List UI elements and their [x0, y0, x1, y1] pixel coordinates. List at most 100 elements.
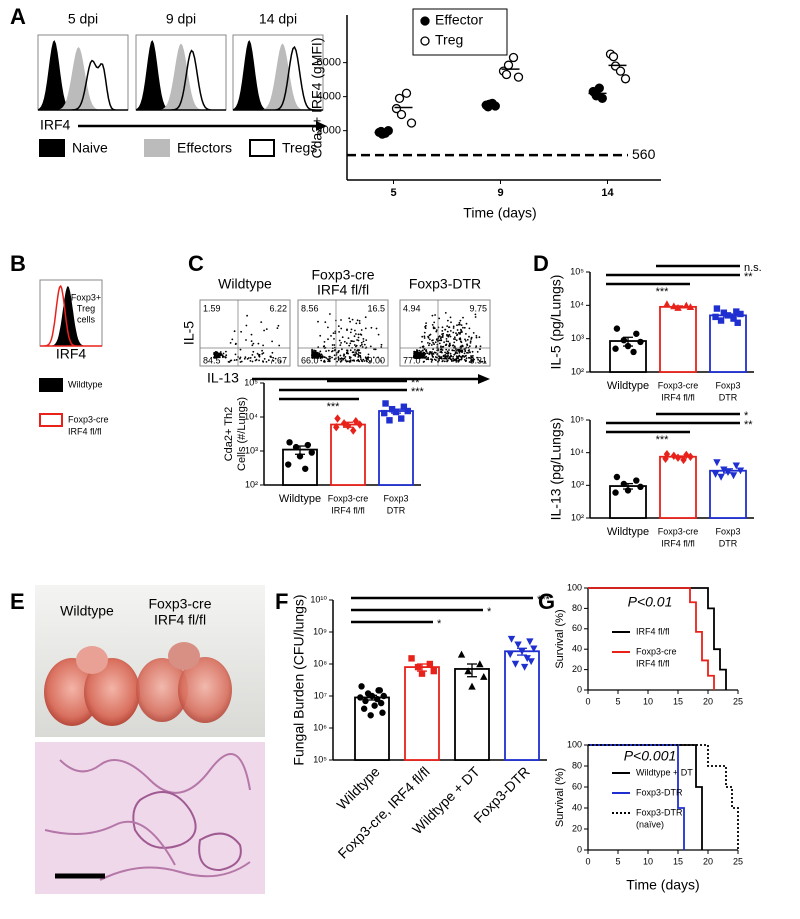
flow-dot: [356, 349, 358, 352]
flow-dot: [461, 351, 463, 354]
flow-dot: [452, 359, 455, 362]
flow-dot: [258, 355, 261, 358]
flow-dot: [427, 336, 430, 339]
data-point: [612, 345, 619, 352]
flow-dot: [475, 345, 478, 348]
flow-dot: [276, 327, 279, 329]
data-point: [350, 426, 357, 435]
flow-dot: [421, 356, 423, 359]
flow-dot: [428, 338, 431, 341]
flow-dot: [233, 330, 236, 333]
data-point: [376, 126, 386, 137]
flow-dot: [470, 336, 473, 339]
data-point: [520, 663, 529, 671]
flow-dot: [441, 336, 444, 338]
flow-dot: [479, 345, 482, 348]
y-tick-label: 80: [572, 603, 582, 613]
flow-dot: [356, 339, 358, 341]
x-tick-label: 5: [615, 856, 620, 866]
flow-dot: [449, 335, 452, 338]
flow-dot: [222, 352, 225, 355]
flow-dot: [421, 349, 424, 352]
x-tick-label: 0: [585, 696, 590, 706]
data-point: [379, 709, 386, 716]
legend-marker: [420, 36, 430, 46]
data-point: [285, 461, 292, 468]
flow-dot: [472, 359, 475, 362]
data-point: [401, 88, 412, 98]
data-point: [414, 663, 422, 671]
histology-image: [35, 742, 265, 894]
flow-dot: [435, 330, 438, 333]
flow-dot: [450, 354, 452, 357]
flow-dot: [463, 352, 466, 355]
flow-dot: [246, 314, 249, 317]
flow-dot: [441, 358, 443, 360]
flow-dot: [461, 349, 464, 352]
data-point: [334, 414, 341, 423]
significance-label: ***: [327, 401, 341, 413]
flow-dot: [449, 358, 452, 360]
y-tick-label: 60: [572, 781, 582, 791]
flow-dot: [262, 344, 264, 347]
flow-dot: [465, 333, 467, 335]
x-tick-label: IRF4 fl/fl: [661, 392, 695, 402]
flow-dot: [427, 358, 430, 361]
significance-label: *: [487, 606, 492, 618]
flow-dot: [435, 359, 437, 362]
histogram-effector: [136, 43, 226, 110]
quadrant-label: 66.0: [301, 355, 319, 365]
data-point: [394, 93, 405, 104]
legend-label: Wildtype: [68, 379, 103, 389]
flow-dot: [277, 324, 280, 327]
flow-dot: [245, 339, 247, 341]
y-axis-label: Survival (%): [554, 768, 566, 827]
x-tick-label: Foxp3: [715, 380, 740, 390]
flow-dot: [445, 348, 448, 351]
flow-dot: [330, 335, 332, 337]
panel-label: B: [10, 251, 26, 276]
quadrant-label: 8.56: [301, 303, 319, 313]
flow-dot: [380, 343, 383, 346]
flow-dot: [344, 356, 347, 358]
survival-curve: [588, 744, 739, 850]
flow-dot: [468, 361, 471, 363]
flow-dot: [467, 349, 470, 352]
flow-dot: [484, 360, 486, 363]
flow-dot: [355, 351, 357, 354]
quadrant-label: 9.00: [367, 355, 385, 365]
flow-dot: [456, 324, 458, 327]
flow-dot: [447, 319, 449, 322]
x-tick-label: 14: [601, 187, 614, 199]
flow-dot: [431, 355, 434, 358]
flow-dot: [444, 354, 447, 356]
flow-dot: [456, 352, 459, 354]
flow-dot: [448, 345, 450, 347]
data-point: [308, 449, 315, 456]
legend-label: IRF4 fl/fl: [636, 658, 670, 668]
flow-dot: [354, 329, 356, 332]
flow-dot: [432, 348, 434, 351]
flow-dot: [446, 325, 449, 327]
flow-dot: [225, 354, 228, 357]
flow-dot: [466, 343, 468, 346]
flow-dot: [422, 352, 425, 355]
flow-dot: [319, 357, 322, 360]
y-tick-label: 10⁹: [313, 626, 327, 636]
data-point: [292, 443, 300, 451]
y-tick-label: 6000: [317, 57, 341, 69]
flow-dot: [343, 340, 346, 343]
bar: [454, 668, 490, 761]
flow-dot: [339, 357, 342, 360]
histology-texture: [44, 753, 251, 881]
flow-dot: [358, 354, 361, 357]
flow-dot: [445, 357, 448, 360]
data-point: [377, 699, 385, 707]
flow-dot: [444, 351, 446, 354]
data-point: [514, 641, 522, 649]
x-tick-label: 10: [643, 696, 653, 706]
chart-title: P<0.01: [628, 594, 673, 610]
flow-dot: [360, 334, 363, 336]
flow-dot: [214, 354, 216, 356]
flow-dot: [359, 352, 362, 354]
